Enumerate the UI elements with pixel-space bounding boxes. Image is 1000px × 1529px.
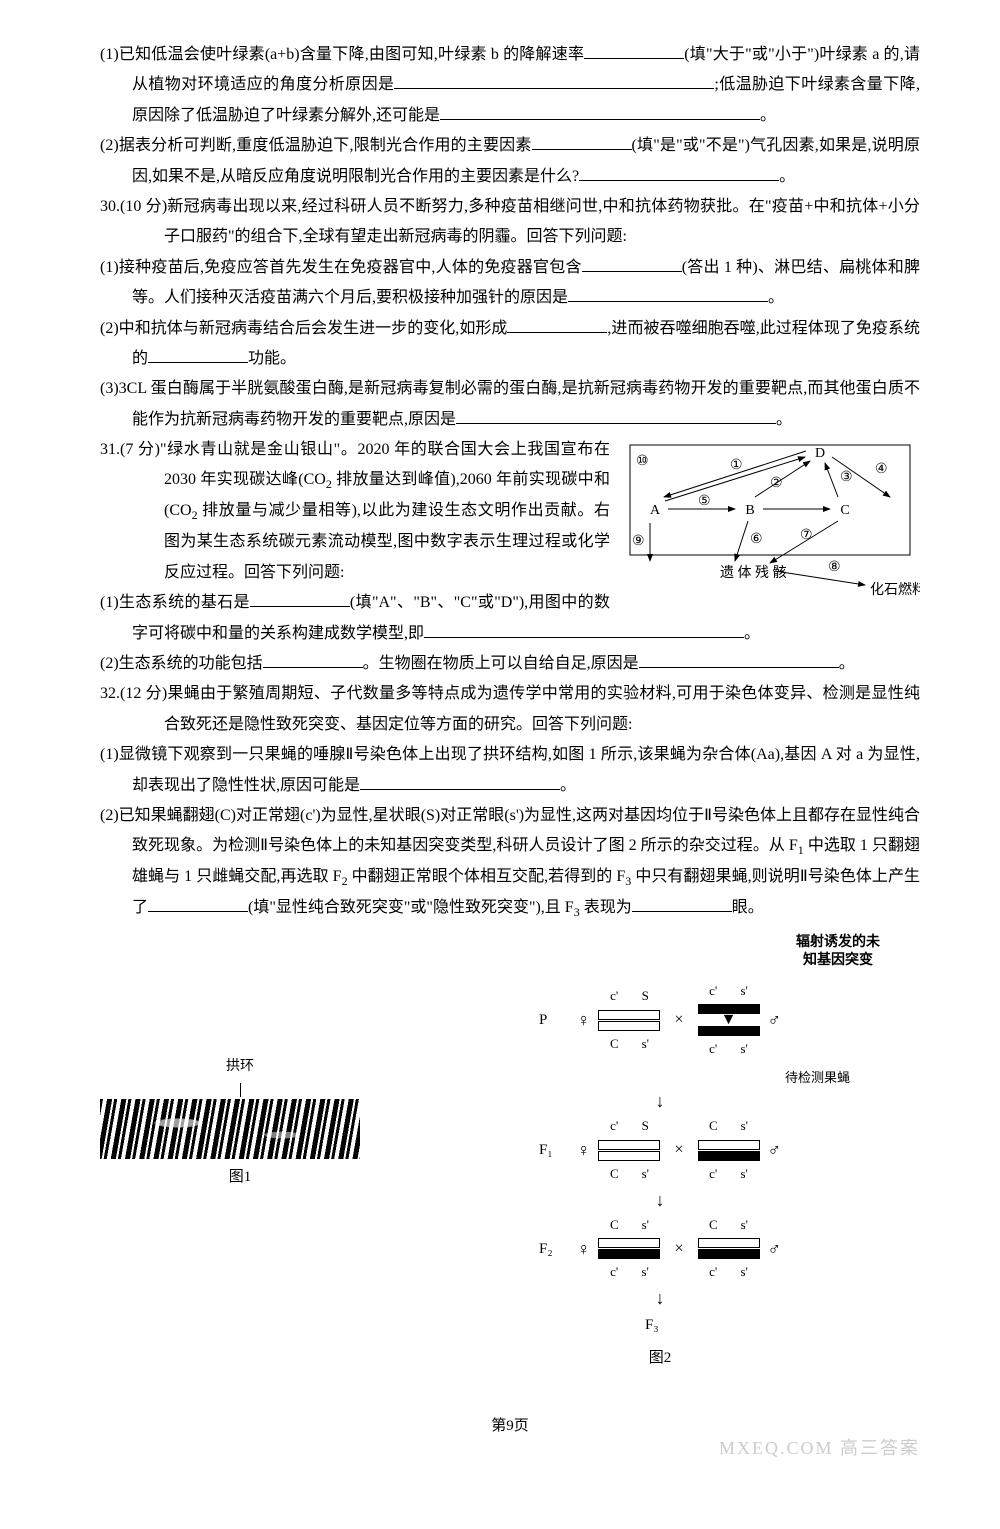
- q30-1: (1)接种疫苗后,免疫应答首先发生在免疫器官中,人体的免疫器官包含(答出 1 种…: [100, 253, 920, 314]
- blank: [360, 773, 560, 790]
- carbon-flow-diagram: D A B C ① ② ③ ④ ⑤ ⑥ ⑦ ⑧ ⑨ ⑩ 遗 体 残 骸: [620, 439, 920, 610]
- svg-text:D: D: [815, 446, 825, 461]
- svg-text:⑩: ⑩: [636, 454, 649, 469]
- svg-text:⑥: ⑥: [750, 532, 763, 547]
- blank: [568, 285, 768, 302]
- blank: [639, 651, 839, 668]
- q29-1: (1)已知低温会使叶绿素(a+b)含量下降,由图可知,叶绿素 b 的降解速率(填…: [100, 40, 920, 131]
- figure-1: 拱环 图1: [100, 1054, 380, 1191]
- svg-text:⑧: ⑧: [828, 560, 841, 575]
- q30-3: (3)3CL 蛋白酶属于半胱氨酸蛋白酶,是新冠病毒复制必需的蛋白酶,是抗新冠病毒…: [100, 374, 920, 435]
- blank: [584, 42, 684, 59]
- svg-text:⑤: ⑤: [698, 494, 711, 509]
- svg-text:②: ②: [770, 476, 783, 491]
- svg-text:C: C: [840, 503, 849, 518]
- blank: [424, 621, 744, 638]
- svg-text:①: ①: [730, 458, 743, 473]
- blank: [394, 72, 714, 89]
- q30-head: 30.(10 分)新冠病毒出现以来,经过科研人员不断努力,多种疫苗相继问世,中和…: [100, 192, 920, 253]
- gen-F2: F₂ ♀ Cs' c's' × Cs' c's' ♂: [400, 1213, 920, 1285]
- gen-F1: F₁ ♀ c'S Cs' × Cs' c's' ♂: [400, 1114, 920, 1186]
- fig1-caption: 图1: [100, 1163, 380, 1192]
- arch-pointer: [240, 1083, 241, 1097]
- blank: [632, 895, 732, 912]
- svg-text:A: A: [650, 503, 661, 518]
- svg-text:③: ③: [840, 470, 853, 485]
- mutation-annot: 辐射诱发的未知基因突变: [796, 934, 880, 970]
- fossil-label: 化石燃料: [870, 581, 920, 598]
- svg-text:B: B: [745, 503, 754, 518]
- blank: [148, 346, 248, 363]
- q32-1: (1)显微镜下观察到一只果蝇的唾腺Ⅱ号染色体上出现了拱环结构,如图 1 所示,该…: [100, 740, 920, 801]
- blank: [440, 103, 760, 120]
- q31-2: (2)生态系统的功能包括。生物圈在物质上可以自给自足,原因是。: [100, 649, 920, 679]
- test-fly-label: 待检测果蝇: [400, 1066, 920, 1091]
- blank: [250, 590, 350, 607]
- chromosome-image: [100, 1099, 360, 1159]
- q30-2: (2)中和抗体与新冠病毒结合后会发生进一步的变化,如形成,进而被吞噬细胞吞噬,此…: [100, 314, 920, 375]
- blank: [456, 407, 776, 424]
- blank: [532, 133, 632, 150]
- blank: [148, 895, 248, 912]
- male-icon: ♂: [768, 1003, 782, 1037]
- residue-label: 遗 体 残 骸: [720, 565, 787, 581]
- figure-2: 辐射诱发的未知基因突变 P ♀ c'S Cs' × c's' ▼ c's' ♂: [400, 934, 920, 1372]
- gen-F3: F₃: [400, 1311, 920, 1340]
- female-icon: ♀: [577, 1003, 591, 1037]
- blank: [579, 164, 779, 181]
- q32-head: 32.(12 分)果蝇由于繁殖周期短、子代数量多等特点成为遗传学中常用的实验材料…: [100, 679, 920, 740]
- svg-text:④: ④: [875, 462, 888, 477]
- svg-text:⑨: ⑨: [632, 534, 645, 549]
- q32-2: (2)已知果蝇翻翅(C)对正常翅(c')为显性,星状眼(S)对正常眼(s')为显…: [100, 801, 920, 924]
- gen-P: P ♀ c'S Cs' × c's' ▼ c's' ♂: [400, 979, 920, 1062]
- q29-2: (2)据表分析可判断,重度低温胁迫下,限制光合作用的主要因素(填"是"或"不是"…: [100, 131, 920, 192]
- blank: [582, 255, 682, 272]
- fig2-caption: 图2: [400, 1344, 920, 1373]
- blank: [263, 651, 363, 668]
- blank: [507, 316, 607, 333]
- svg-text:⑦: ⑦: [800, 528, 813, 543]
- figures-row: 拱环 图1 辐射诱发的未知基因突变 P ♀ c'S Cs' × c's': [100, 934, 920, 1372]
- arch-label: 拱环: [100, 1054, 380, 1081]
